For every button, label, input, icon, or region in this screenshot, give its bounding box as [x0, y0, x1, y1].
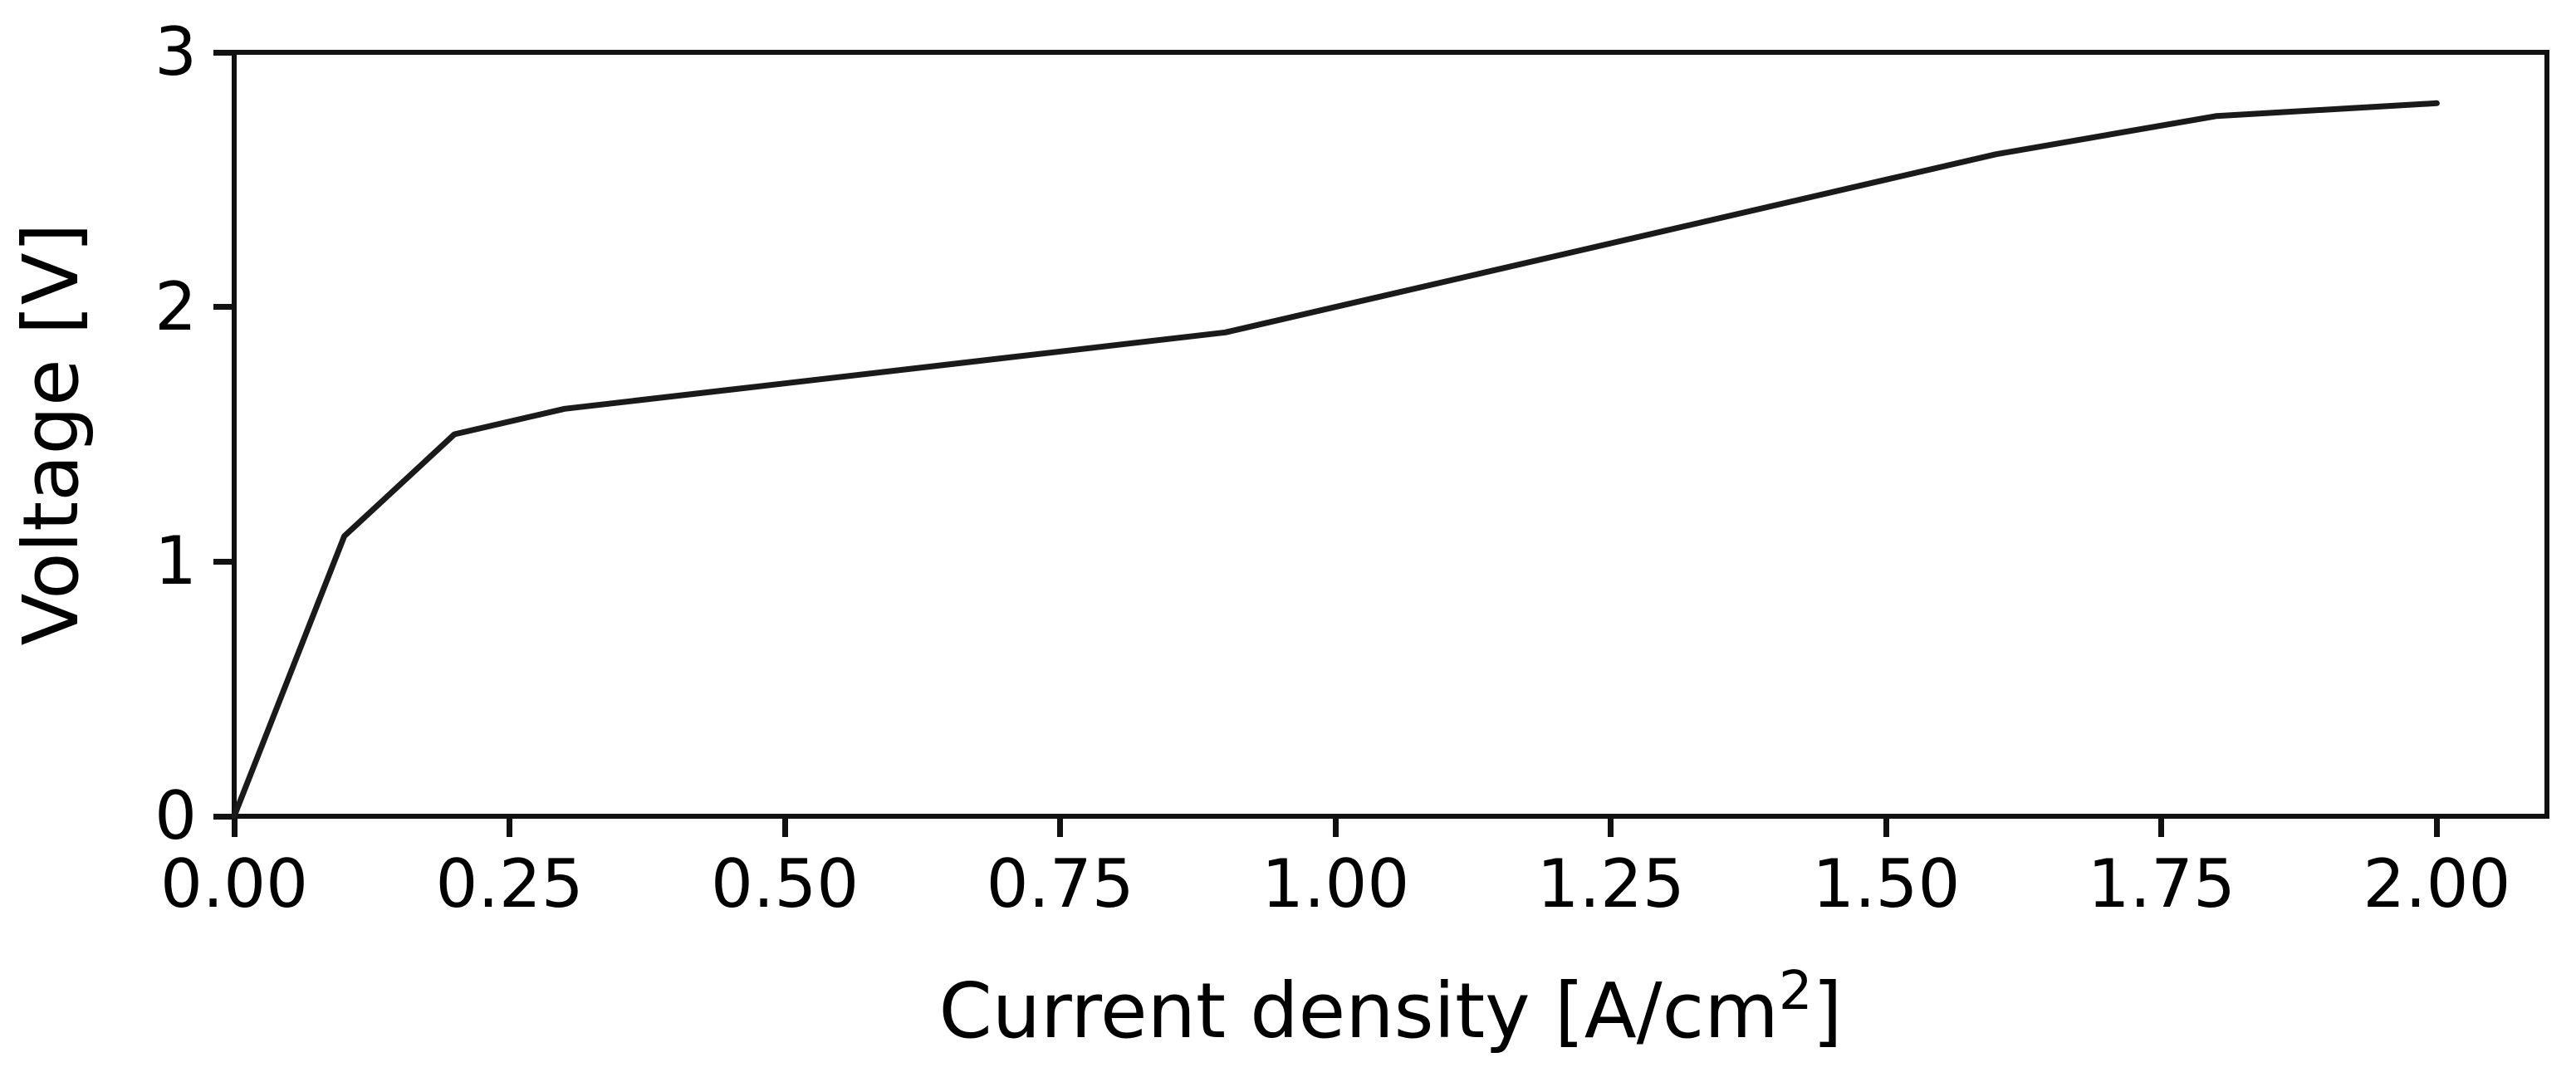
x-axis-label-superscript: 2: [1778, 961, 1813, 1022]
x-tick-mark: [1057, 819, 1064, 837]
x-tick-label: 0.00: [159, 845, 309, 923]
x-tick-label: 0.75: [986, 845, 1134, 923]
y-tick-mark: [213, 304, 232, 311]
voltage-curve-line: [231, 100, 2440, 820]
x-tick-mark: [507, 819, 513, 837]
y-axis-label: Voltage [V]: [7, 223, 95, 646]
x-tick-mark: [2158, 819, 2165, 837]
x-axis-label-bracket: ]: [1812, 967, 1843, 1055]
x-tick-label: 0.50: [711, 845, 859, 923]
y-tick-label: 3: [154, 13, 197, 91]
x-tick-mark: [1883, 819, 1889, 837]
y-tick-label: 1: [154, 522, 197, 600]
y-tick-mark: [213, 49, 232, 56]
x-tick-label: 1.75: [2087, 845, 2236, 923]
x-tick-mark: [231, 819, 238, 837]
x-tick-label: 0.25: [435, 845, 584, 923]
x-tick-mark: [1608, 819, 1614, 837]
x-tick-mark: [2433, 819, 2440, 837]
y-tick-mark: [213, 558, 232, 565]
x-tick-mark: [781, 819, 788, 837]
y-tick-mark: [213, 813, 232, 820]
y-tick-label: 2: [154, 267, 197, 345]
x-tick-label: 1.50: [1812, 845, 1961, 923]
x-tick-label: 1.00: [1261, 845, 1410, 923]
x-axis-label-text: Current density [A/cm: [938, 967, 1779, 1055]
x-tick-mark: [1332, 819, 1339, 837]
x-tick-label: 2.00: [2363, 845, 2511, 923]
y-tick-label: 0: [154, 777, 197, 854]
curve-canvas: [231, 100, 2440, 820]
x-axis-label: Current density [A/cm2]: [939, 953, 1843, 1050]
plot-area: [232, 50, 2549, 819]
x-tick-label: 1.25: [1536, 845, 1685, 923]
